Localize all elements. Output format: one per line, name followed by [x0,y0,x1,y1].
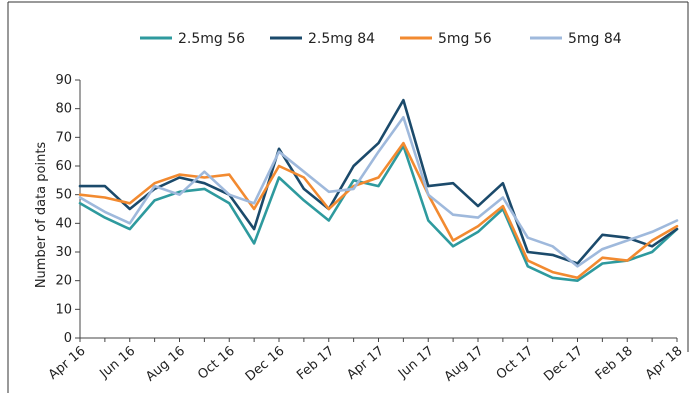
x-tick-label: Aug 17 [442,344,487,385]
x-tick-label: Apr 17 [344,344,387,383]
x-tick-label: Aug 16 [143,344,188,385]
x-tick-label: Dec 17 [541,344,586,385]
y-tick-label: 90 [55,73,72,88]
legend-label: 5mg 84 [568,31,622,47]
y-tick-label: 80 [55,102,72,117]
series-lines [78,98,679,282]
series-line-2-5mg-84 [78,98,679,265]
x-tick-label: Oct 16 [195,344,238,383]
y-tick-label: 40 [55,216,72,231]
series-line-5mg-56 [78,141,679,280]
legend: 2.5mg 56 2.5mg 84 5mg 56 5mg 84 [140,31,622,47]
y-tick-label: 20 [55,274,72,289]
x-tick-label: Feb 18 [593,344,636,384]
y-tick-label: 10 [55,302,72,317]
y-axis: 0 10 20 30 40 50 60 70 80 90 [55,73,81,346]
legend-label: 2.5mg 56 [178,31,245,47]
y-tick-label: 50 [55,188,72,203]
x-tick-label: Apr 16 [46,344,89,383]
y-tick-label: 70 [55,130,72,145]
x-tick-label: Jun 16 [97,344,139,382]
series-line-2-5mg-56 [78,144,679,282]
x-tick-label: Apr 18 [643,344,686,383]
y-tick-label: 60 [55,159,72,174]
x-tick-label: Dec 16 [243,344,288,385]
x-tick-label: Feb 17 [294,344,337,384]
x-tick-label: Oct 17 [494,344,537,383]
x-tick-label: Jun 17 [395,344,437,382]
y-tick-label: 0 [64,331,72,346]
legend-label: 5mg 56 [438,31,492,47]
x-axis: Apr 16 Jun 16 Aug 16 Oct 16 Dec 16 Feb 17 Apr … [46,337,686,385]
series-line-5mg-84 [78,116,679,268]
legend-label: 2.5mg 84 [308,31,375,47]
y-tick-label: 30 [55,245,72,260]
y-axis-title: Number of data points [34,142,49,289]
